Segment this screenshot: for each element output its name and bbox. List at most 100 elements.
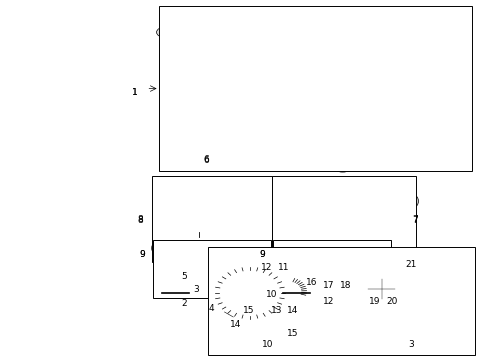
Circle shape [233, 280, 267, 306]
Bar [152, 176, 272, 262]
Bar [208, 247, 475, 355]
Ellipse shape [152, 240, 167, 256]
Text: 13: 13 [271, 306, 283, 315]
Text: 9: 9 [140, 250, 145, 259]
Ellipse shape [388, 300, 395, 307]
Ellipse shape [271, 186, 285, 202]
Ellipse shape [336, 247, 343, 254]
Text: 3: 3 [408, 341, 414, 350]
Ellipse shape [185, 207, 197, 214]
Ellipse shape [406, 337, 424, 353]
Text: 10: 10 [262, 340, 273, 349]
Text: 12: 12 [261, 264, 272, 273]
Text: 9: 9 [259, 250, 265, 259]
Circle shape [216, 296, 228, 305]
Bar [159, 6, 472, 171]
Ellipse shape [216, 247, 223, 254]
Text: 9: 9 [259, 250, 265, 259]
Ellipse shape [160, 30, 171, 35]
Polygon shape [196, 197, 223, 212]
Polygon shape [163, 234, 210, 260]
Polygon shape [167, 31, 198, 47]
Text: 16: 16 [306, 278, 317, 287]
Circle shape [260, 337, 277, 350]
Polygon shape [343, 256, 420, 319]
Ellipse shape [337, 163, 348, 170]
Polygon shape [272, 284, 306, 299]
Text: 3: 3 [193, 285, 199, 294]
Ellipse shape [188, 185, 209, 198]
Text: 7: 7 [412, 215, 418, 224]
Text: 4: 4 [209, 304, 215, 313]
Text: 8: 8 [137, 215, 143, 224]
Ellipse shape [170, 15, 188, 25]
Polygon shape [281, 186, 311, 200]
Ellipse shape [384, 297, 399, 311]
Ellipse shape [202, 193, 220, 203]
Ellipse shape [326, 278, 338, 291]
Ellipse shape [165, 12, 193, 28]
Polygon shape [284, 234, 330, 260]
Ellipse shape [283, 269, 299, 278]
Ellipse shape [164, 50, 174, 61]
Text: 6: 6 [203, 155, 209, 164]
Circle shape [201, 138, 210, 144]
Text: 18: 18 [340, 280, 351, 289]
Ellipse shape [411, 341, 419, 349]
Ellipse shape [212, 244, 227, 257]
Ellipse shape [156, 244, 163, 252]
Text: 1: 1 [132, 87, 138, 96]
Ellipse shape [404, 261, 418, 277]
Ellipse shape [223, 252, 229, 258]
Bar [272, 176, 416, 262]
Bar [159, 206, 174, 209]
Ellipse shape [283, 327, 303, 337]
Ellipse shape [329, 281, 335, 288]
Ellipse shape [220, 250, 232, 261]
Ellipse shape [288, 303, 300, 310]
Ellipse shape [333, 161, 352, 172]
Circle shape [307, 281, 325, 294]
Circle shape [219, 298, 225, 303]
Text: 1: 1 [132, 87, 138, 96]
Circle shape [216, 268, 284, 318]
Text: 21: 21 [405, 260, 417, 269]
Text: 12: 12 [323, 297, 335, 306]
Ellipse shape [274, 189, 281, 198]
Circle shape [220, 320, 229, 327]
Text: 20: 20 [386, 297, 397, 306]
Polygon shape [191, 45, 223, 60]
Ellipse shape [192, 188, 205, 195]
Ellipse shape [368, 296, 386, 312]
Ellipse shape [321, 152, 345, 167]
Text: 6: 6 [203, 156, 209, 165]
Text: 15: 15 [287, 329, 298, 338]
Ellipse shape [381, 48, 387, 56]
Circle shape [255, 275, 279, 293]
Circle shape [203, 139, 208, 143]
Circle shape [248, 270, 286, 298]
Ellipse shape [408, 265, 415, 273]
Ellipse shape [245, 303, 251, 309]
Ellipse shape [337, 278, 348, 291]
Text: 11: 11 [278, 264, 290, 273]
Ellipse shape [409, 195, 418, 207]
Ellipse shape [332, 244, 347, 257]
Polygon shape [191, 237, 206, 248]
Ellipse shape [206, 195, 216, 201]
Ellipse shape [157, 27, 175, 38]
Ellipse shape [276, 244, 284, 252]
Circle shape [264, 339, 273, 347]
Ellipse shape [326, 156, 340, 163]
Ellipse shape [341, 250, 352, 261]
Text: 7: 7 [412, 216, 418, 225]
Text: 8: 8 [137, 216, 143, 225]
Text: 19: 19 [369, 297, 381, 306]
Ellipse shape [340, 281, 345, 288]
Ellipse shape [227, 317, 239, 328]
Text: 15: 15 [243, 306, 255, 315]
Text: 10: 10 [266, 289, 278, 298]
Ellipse shape [343, 252, 349, 258]
Ellipse shape [260, 265, 272, 273]
Text: 9: 9 [140, 250, 145, 259]
